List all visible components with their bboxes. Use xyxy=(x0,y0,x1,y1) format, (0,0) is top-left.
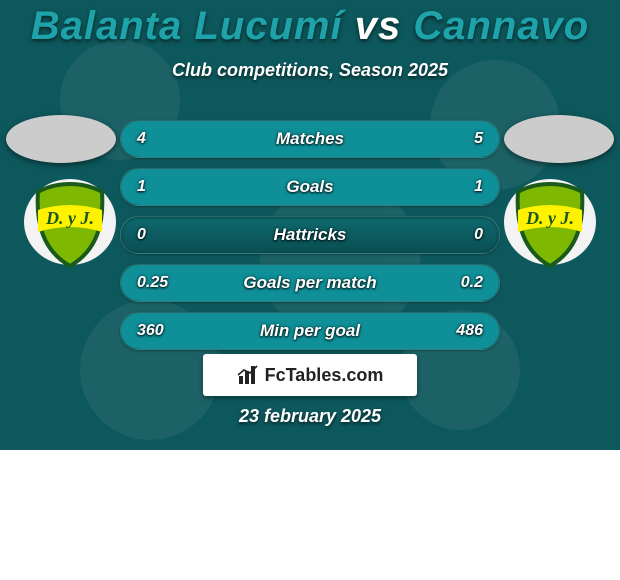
club-badge-text: D. y J. xyxy=(45,208,94,228)
stat-label: Matches xyxy=(121,121,499,157)
club-badge-right: D. y J. xyxy=(500,178,600,272)
title-vs: vs xyxy=(343,4,414,48)
site-name: FcTables.com xyxy=(265,365,384,386)
player-left-avatar xyxy=(6,115,116,163)
club-badge-left: D. y J. xyxy=(20,178,120,272)
stat-row: 00Hattricks xyxy=(120,216,500,254)
player-right-avatar xyxy=(504,115,614,163)
comparison-card: Balanta Lucumí vs Cannavo Club competiti… xyxy=(0,0,620,580)
stat-row: 360486Min per goal xyxy=(120,312,500,350)
stat-label: Goals xyxy=(121,169,499,205)
stat-label: Min per goal xyxy=(121,313,499,349)
date: 23 february 2025 xyxy=(0,406,620,427)
title-player-left: Balanta Lucumí xyxy=(31,4,343,48)
site-badge: FcTables.com xyxy=(203,354,417,396)
white-underflow xyxy=(0,450,620,580)
page-title: Balanta Lucumí vs Cannavo xyxy=(0,4,620,49)
stat-row: 11Goals xyxy=(120,168,500,206)
bar-chart-icon xyxy=(237,364,259,386)
club-badge-text: D. y J. xyxy=(525,208,574,228)
subtitle: Club competitions, Season 2025 xyxy=(0,60,620,81)
title-player-right: Cannavo xyxy=(413,4,589,48)
stat-label: Hattricks xyxy=(121,217,499,253)
stat-row: 45Matches xyxy=(120,120,500,158)
stats-container: 45Matches 11Goals 00Hattricks 0.250.2Goals … xyxy=(120,120,500,360)
stat-label: Goals per match xyxy=(121,265,499,301)
stat-row: 0.250.2Goals per match xyxy=(120,264,500,302)
